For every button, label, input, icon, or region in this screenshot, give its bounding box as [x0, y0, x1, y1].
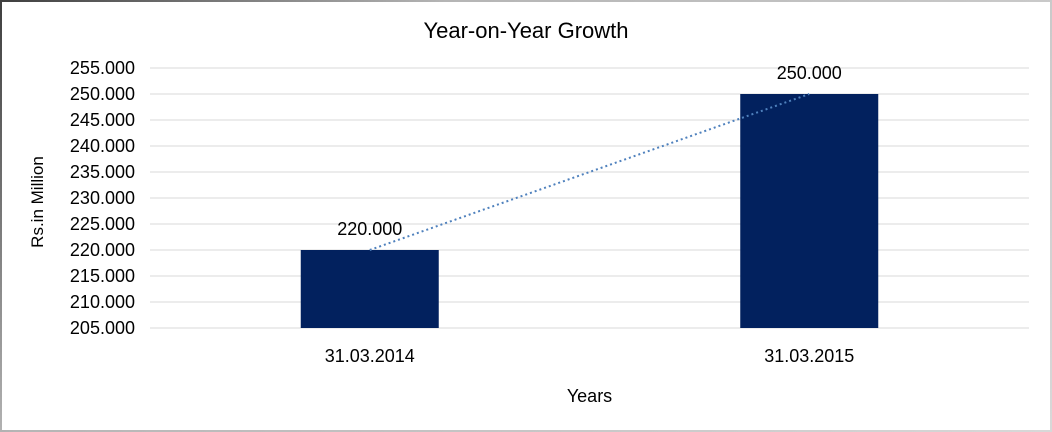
- y-tick-label: 250.000: [69, 84, 135, 104]
- bar: [300, 250, 439, 328]
- y-tick-label: 220.000: [69, 240, 135, 260]
- x-category-label: 31.03.2014: [324, 346, 415, 366]
- y-tick-label: 245.000: [69, 110, 135, 130]
- y-tick-label: 235.000: [69, 162, 135, 182]
- y-tick-label: 230.000: [69, 188, 135, 208]
- y-tick-label: 240.000: [69, 136, 135, 156]
- bar-value-label: 250.000: [776, 63, 842, 83]
- y-tick-label: 210.000: [69, 292, 135, 312]
- x-category-label: 31.03.2015: [764, 346, 855, 366]
- y-tick-label: 225.000: [69, 214, 135, 234]
- y-tick-label: 215.000: [69, 266, 135, 286]
- bar: [740, 94, 879, 328]
- y-tick-label: 205.000: [69, 318, 135, 338]
- bar-value-label: 220.000: [337, 219, 403, 239]
- y-tick-label: 255.000: [69, 58, 135, 78]
